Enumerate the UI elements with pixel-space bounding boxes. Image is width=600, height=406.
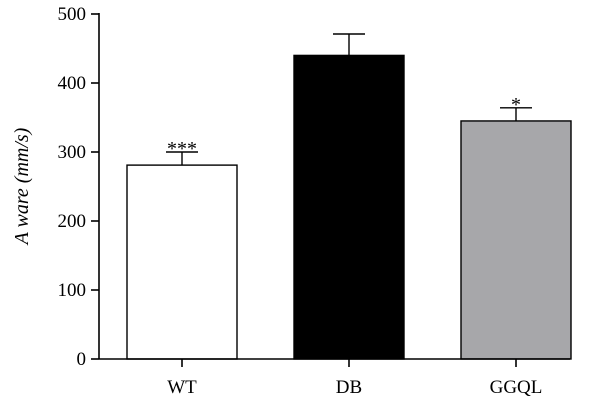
- y-tick-label-0: 0: [77, 349, 87, 370]
- y-tick-label-100: 100: [58, 280, 87, 301]
- significance-label-ggql: *: [511, 94, 521, 116]
- y-tick-label-200: 200: [58, 211, 87, 232]
- x-tick-label-wt: WT: [167, 377, 197, 398]
- significance-label-wt: ***: [167, 138, 197, 160]
- y-tick-label-300: 300: [58, 142, 87, 163]
- x-tick-label-ggql: GGQL: [490, 377, 543, 398]
- y-axis-title: A ware (mm/s): [11, 127, 33, 246]
- y-tick-label-500: 500: [58, 4, 87, 25]
- y-tick-label-400: 400: [58, 73, 87, 94]
- bar-db: [293, 54, 405, 360]
- bar-ggql: [460, 120, 572, 360]
- x-tick-label-db: DB: [336, 377, 362, 398]
- bar-wt: [126, 164, 238, 360]
